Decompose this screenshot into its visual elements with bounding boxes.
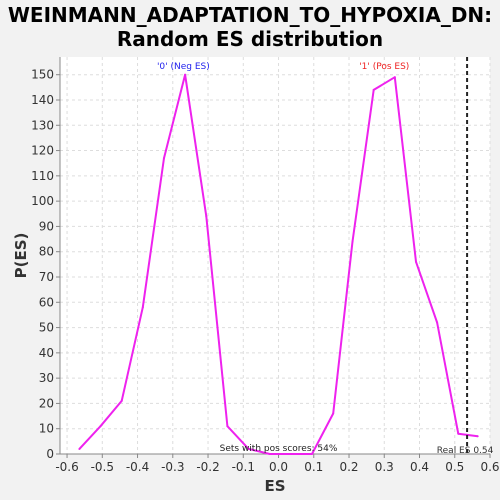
- pos-es-label: '1' (Pos ES): [359, 62, 409, 72]
- y-tick-label: 40: [39, 346, 54, 360]
- y-tick-label: 80: [39, 245, 54, 259]
- real-es-label: Real ES 0.54: [437, 446, 494, 456]
- chart-title-line-2: Random ES distribution: [116, 27, 384, 51]
- y-tick-label: 100: [31, 194, 54, 208]
- y-tick-label: 50: [39, 321, 54, 335]
- data-point: [436, 321, 439, 324]
- sets-pos-scores-label: Sets with pos scores: 54%: [220, 444, 338, 454]
- data-point: [99, 425, 102, 428]
- neg-es-label: '0' (Neg ES): [157, 62, 210, 72]
- data-point: [414, 260, 417, 263]
- data-point: [162, 157, 165, 160]
- x-axis-title: ES: [264, 477, 285, 495]
- data-point: [268, 453, 271, 455]
- data-point: [120, 399, 123, 402]
- y-tick-label: 150: [31, 68, 54, 82]
- y-tick-label: 90: [39, 219, 54, 233]
- x-tick-label: 0.6: [480, 460, 499, 474]
- chart-title-line-1: WEINMANN_ADAPTATION_TO_HYPOXIA_DN:: [7, 3, 493, 27]
- data-point: [141, 306, 144, 309]
- y-tick-label: 60: [39, 295, 54, 309]
- y-tick-label: 140: [31, 93, 54, 107]
- y-axis-title: P(ES): [12, 233, 30, 279]
- x-tick-label: 0.5: [445, 460, 464, 474]
- x-tick-label: -0.3: [161, 460, 184, 474]
- x-tick-label: 0.2: [339, 460, 358, 474]
- x-tick-label: -0.6: [55, 460, 78, 474]
- x-tick-label: 0.3: [375, 460, 394, 474]
- data-point: [289, 453, 292, 455]
- data-point: [205, 215, 208, 218]
- x-tick-label: 0.1: [304, 460, 323, 474]
- y-tick-label: 20: [39, 396, 54, 410]
- y-tick-label: 130: [31, 118, 54, 132]
- y-tick-label: 120: [31, 144, 54, 158]
- data-point: [351, 240, 354, 243]
- data-point: [184, 73, 187, 76]
- y-tick-label: 70: [39, 270, 54, 284]
- x-tick-label: -0.1: [232, 460, 255, 474]
- data-point: [78, 447, 81, 450]
- x-tick-label: -0.4: [126, 460, 149, 474]
- data-point: [332, 412, 335, 415]
- data-point: [372, 88, 375, 91]
- x-tick-label: -0.5: [91, 460, 114, 474]
- plot-area: [60, 57, 490, 454]
- data-point: [311, 453, 314, 455]
- y-tick-label: 30: [39, 371, 54, 385]
- data-point: [226, 425, 229, 428]
- x-tick-label: 0.0: [269, 460, 288, 474]
- x-tick-label: -0.2: [196, 460, 219, 474]
- data-point: [457, 432, 460, 435]
- y-tick-label: 0: [46, 447, 54, 461]
- x-tick-label: 0.4: [410, 460, 429, 474]
- data-point: [393, 76, 396, 79]
- series-line: [78, 73, 478, 455]
- data-point: [476, 435, 479, 438]
- data-point: [247, 447, 250, 450]
- y-tick-label: 10: [39, 422, 54, 436]
- y-tick-label: 110: [31, 169, 54, 183]
